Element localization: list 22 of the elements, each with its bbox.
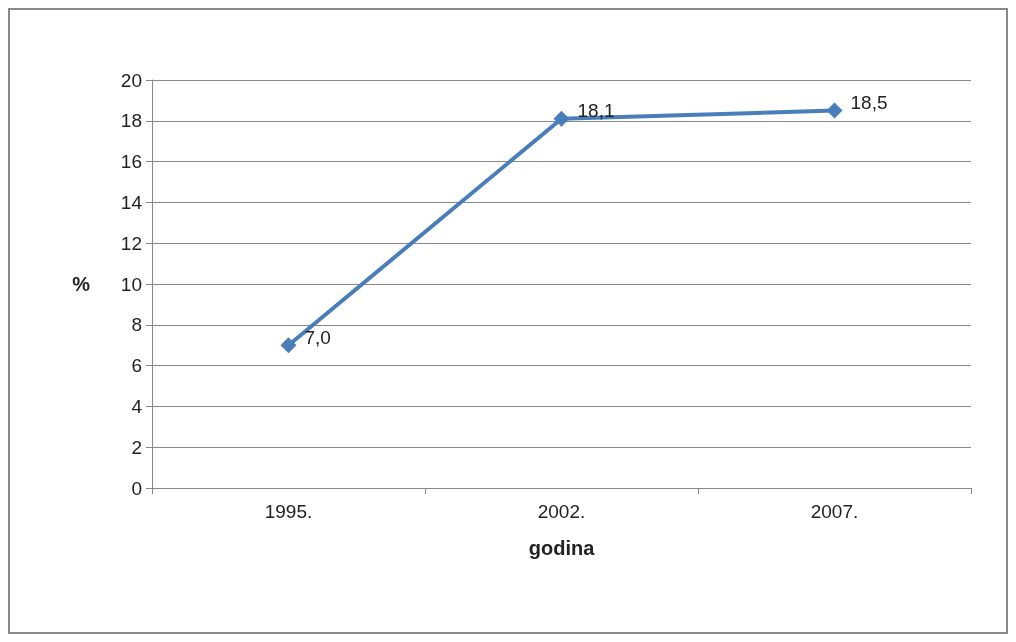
x-tick-label: 2007. <box>810 501 859 522</box>
point <box>280 337 297 354</box>
y-tick-label: 14 <box>120 191 143 213</box>
x-tick-label: 1995. <box>264 501 313 522</box>
y-axis-title: % <box>72 273 91 295</box>
y-tick-label: 8 <box>131 314 142 336</box>
point <box>553 110 570 127</box>
y-tick-label: 20 <box>120 69 142 91</box>
point <box>826 102 843 119</box>
y-tick-label: 4 <box>131 395 143 417</box>
x-axis-title: godina <box>528 537 596 559</box>
data-label: 7,0 <box>304 326 331 348</box>
y-tick-label: 6 <box>131 355 142 377</box>
y-tick-label: 12 <box>120 232 142 254</box>
y-tick-label: 0 <box>131 477 142 499</box>
x-tick-label: 2002. <box>537 501 586 522</box>
data-label: 18,1 <box>577 100 615 122</box>
data-label: 18,5 <box>850 92 888 114</box>
y-tick-label: 2 <box>131 436 142 458</box>
y-tick-label: 10 <box>120 273 142 295</box>
y-tick-label: 18 <box>120 110 142 132</box>
y-tick-label: 16 <box>120 151 142 173</box>
